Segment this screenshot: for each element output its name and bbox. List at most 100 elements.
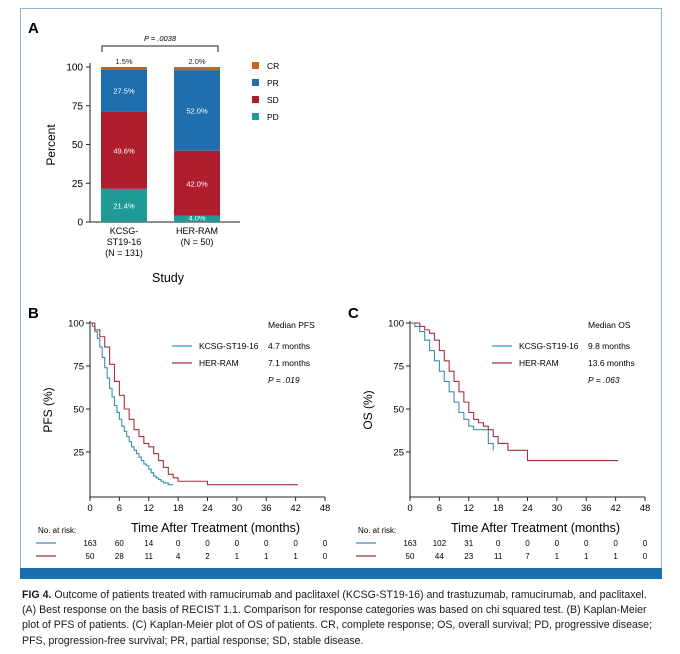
bar-segment-label: 49.6% [113, 146, 135, 155]
risk-cell: 1 [293, 552, 298, 561]
risk-cell: 0 [235, 539, 240, 548]
bar-segment-cr [174, 67, 220, 71]
risk-cell: 0 [205, 539, 210, 548]
risk-cell: 44 [435, 552, 444, 561]
risk-table-label: No. at risk: [38, 526, 76, 535]
risk-cell: 0 [643, 552, 648, 561]
panel-b-x-tick-label: 42 [290, 503, 301, 514]
km-curve-her-ram [90, 322, 299, 486]
risk-cell: 14 [144, 539, 153, 548]
risk-cell: 28 [115, 552, 124, 561]
panel-c-y-tick-label: 50 [393, 405, 404, 416]
legend-swatch-cr [252, 62, 259, 69]
risk-cell: 1 [264, 552, 269, 561]
km-curve-kcsg [410, 322, 494, 451]
risk-cell: 0 [293, 539, 298, 548]
legend-label-pr: PR [267, 78, 279, 88]
panel-b-label: B [28, 305, 39, 322]
legend-series-name: HER-RAM [199, 358, 239, 368]
panel-a-xlabel: Study [152, 271, 185, 285]
panel-c-label: C [348, 305, 359, 322]
panel-c-x-tick-label: 18 [493, 503, 504, 514]
panel-c-y-tick-label: 75 [393, 362, 404, 373]
risk-cell: 23 [464, 552, 473, 561]
panel-a-y-tick-label: 50 [72, 140, 84, 151]
panel-b-x-tick-label: 6 [117, 503, 122, 514]
panel-c-x-tick-label: 30 [552, 503, 563, 514]
risk-cell: 60 [115, 539, 124, 548]
legend-series-name: KCSG-ST19-16 [199, 341, 259, 351]
panel-a-y-tick-label: 75 [72, 101, 84, 112]
legend-median: 4.7 months [268, 341, 310, 351]
panel-a-label: A [28, 20, 39, 37]
panel-a-ylabel: Percent [44, 124, 58, 166]
panel-a-significance-bracket [101, 45, 219, 52]
legend-median: 13.6 months [588, 358, 635, 368]
panel-a-pvalue: P = .0038 [144, 34, 177, 43]
risk-cell: 102 [433, 539, 447, 548]
risk-cell: 50 [86, 552, 95, 561]
risk-cell: 1 [235, 552, 240, 561]
risk-cell: 0 [323, 539, 328, 548]
panel-b-y-tick-label: 25 [73, 448, 84, 459]
bar-segment-pd [174, 215, 220, 222]
panel-b-pvalue: P = .019 [268, 375, 300, 385]
panel-a-y-tick-label: 0 [77, 218, 83, 229]
risk-cell: 2 [205, 552, 210, 561]
panel-b-y-tick-label: 50 [73, 405, 84, 416]
panel-a-legend: CR PR SD PD [252, 61, 279, 122]
caption-lead: FIG 4. [22, 589, 52, 601]
bar-segment-sd [101, 111, 147, 189]
figure-caption: FIG 4. Outcome of patients treated with … [22, 588, 662, 649]
panel-b-x-tick-label: 24 [202, 503, 213, 514]
legend-label-cr: CR [267, 61, 279, 71]
panel-b-legend-header: Median PFS [268, 320, 315, 330]
panel-b-x-tick-label: 48 [320, 503, 331, 514]
risk-table-label: No. at risk: [358, 526, 396, 535]
panel-a-y-tick-label: 100 [66, 63, 83, 74]
panel-b-y-tick-label: 100 [68, 319, 84, 330]
bar-segment-label: 27.5% [113, 87, 135, 96]
risk-cell: 11 [494, 552, 503, 561]
risk-cell: 163 [83, 539, 97, 548]
bar-category-label: KCSG- [110, 226, 139, 236]
panel-b-x-tick-label: 30 [232, 503, 243, 514]
panel-c-ylabel: OS (%) [361, 390, 375, 429]
panel-a-bars: 21.4% 49.6% 27.5% 1.5% KCSG-ST19-16(N = 131)… [101, 57, 220, 258]
panel-c-x-tick-label: 48 [640, 503, 651, 514]
panel-b-ylabel: PFS (%) [41, 387, 55, 432]
bar-segment-pr [174, 70, 220, 151]
panel-c-x-tick-label: 0 [407, 503, 412, 514]
legend-swatch-pd [252, 113, 259, 120]
legend-label-pd: PD [267, 112, 279, 122]
risk-cell: 0 [555, 539, 560, 548]
bar-segment-label: 2.0% [188, 57, 205, 66]
legend-series-name: HER-RAM [519, 358, 559, 368]
bar-segment-pd [101, 188, 147, 222]
risk-cell: 0 [613, 539, 618, 548]
panel-b-x-tick-label: 0 [87, 503, 92, 514]
panel-b-x-tick-label: 36 [261, 503, 272, 514]
panel-c-x-tick-label: 42 [610, 503, 621, 514]
panel-c-legend-header: Median OS [588, 320, 631, 330]
panel-c-pvalue: P = .063 [588, 375, 620, 385]
bar-category-label: ST19-16 [107, 237, 142, 247]
risk-cell: 163 [403, 539, 417, 548]
risk-cell: 1 [555, 552, 560, 561]
bar-segment-label: 4.0% [188, 214, 205, 223]
km-curve-kcsg [90, 322, 174, 486]
risk-cell: 0 [496, 539, 501, 548]
risk-cell: 11 [145, 552, 154, 561]
legend-label-sd: SD [267, 95, 279, 105]
legend-series-name: KCSG-ST19-16 [519, 341, 579, 351]
bar-category-label: (N = 50) [181, 237, 214, 247]
risk-cell: 50 [406, 552, 415, 561]
panel-a: A 0 25 50 75 100 21.4% 49.6% 27.5% 1.5% KCSG-ST1… [28, 20, 279, 285]
bar-segment-cr [101, 67, 147, 70]
panel-b-xlabel: Time After Treatment (months) [131, 521, 300, 535]
risk-cell: 0 [176, 539, 181, 548]
caption-text: Outcome of patients treated with ramucir… [22, 589, 653, 647]
